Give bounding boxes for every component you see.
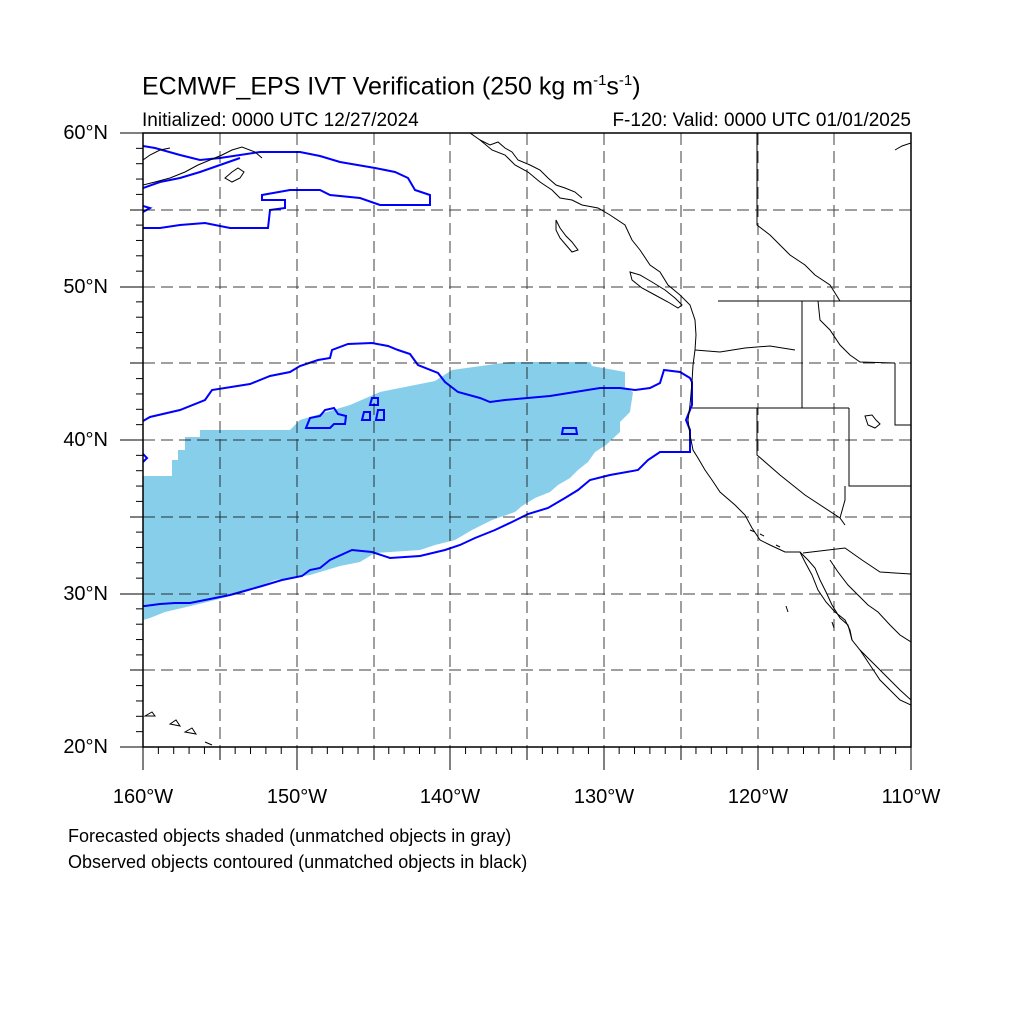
axis-minor-ticks: [136, 147, 897, 754]
footnote-forecast: Forecasted objects shaded (unmatched obj…: [68, 826, 512, 846]
coastline-gulf-of-california: [829, 559, 911, 643]
boundary-us-mexico: [802, 547, 911, 575]
island-guadalupe: [785, 605, 789, 613]
initialized-label: Initialized: 0000 UTC 12/27/2024: [142, 110, 419, 131]
alaska-coast-top-right: [894, 142, 911, 151]
boundary-nevada-utah: [848, 408, 911, 487]
coastline-baja: [799, 551, 853, 641]
lon-label-150w: 150°W: [266, 786, 328, 808]
lake-great-salt: [864, 414, 881, 429]
alaska-peninsula: [143, 146, 263, 186]
forecast-ivt-object: [143, 362, 633, 620]
observed-ivt-contour-small-4: [374, 409, 385, 421]
lon-label-130w: 130°W: [573, 786, 635, 808]
island-kodiak: [224, 167, 245, 183]
boundary-utah-east: [894, 363, 911, 426]
observed-ivt-contour-edge: [143, 453, 149, 463]
lat-label-60n: 60°N: [63, 122, 108, 144]
lon-label-140w: 140°W: [419, 786, 481, 808]
lat-label-30n: 30°N: [63, 583, 108, 605]
island-cedros: [831, 621, 835, 629]
lat-lon-grid: [143, 133, 911, 747]
lon-label-120w: 120°W: [727, 786, 789, 808]
observed-ivt-contour-north-3: [143, 205, 153, 213]
observed-ivt-contour-north: [143, 145, 431, 229]
lon-label-160w: 160°W: [112, 786, 174, 808]
observed-ivt-contour-north-2: [143, 157, 241, 189]
observed-ivt-contour-small-1: [304, 406, 348, 429]
lat-label-50n: 50°N: [63, 276, 108, 298]
observed-ivt-contour-small-5: [560, 427, 579, 435]
chart-title: ECMWF_EPS IVT Verification (250 kg m-1s-…: [142, 72, 641, 101]
observed-ivt-contour-small-2: [360, 411, 371, 421]
observed-ivt-contour-small-3: [368, 397, 379, 406]
lon-label-110w: 110°W: [881, 786, 941, 808]
lat-label-40n: 40°N: [63, 429, 108, 451]
channel-islands: [749, 529, 781, 548]
boundary-arizona-west: [839, 486, 846, 519]
footnote-observed: Observed objects contoured (unmatched ob…: [68, 852, 528, 872]
island-vancouver: [629, 271, 683, 309]
boundary-idaho-montana: [817, 300, 896, 364]
lat-label-20n: 20°N: [63, 736, 108, 758]
island-haida-gwaii: [555, 219, 579, 253]
axis-ticks: [120, 132, 912, 770]
boundary-bc-alberta: [756, 133, 841, 302]
coastline-north-america: [469, 133, 911, 701]
observed-ivt-contour-main: [143, 341, 693, 607]
boundary-nevada-california: [756, 408, 846, 526]
islands-hawaii: [143, 711, 213, 746]
coastline-alaska-panhandle: [479, 139, 583, 199]
coastline-mexico-mainland: [859, 649, 911, 706]
alaska-coast-upper: [143, 147, 171, 161]
river-columbia: [694, 345, 796, 353]
valid-time-label: F-120: Valid: 0000 UTC 01/01/2025: [612, 110, 911, 131]
